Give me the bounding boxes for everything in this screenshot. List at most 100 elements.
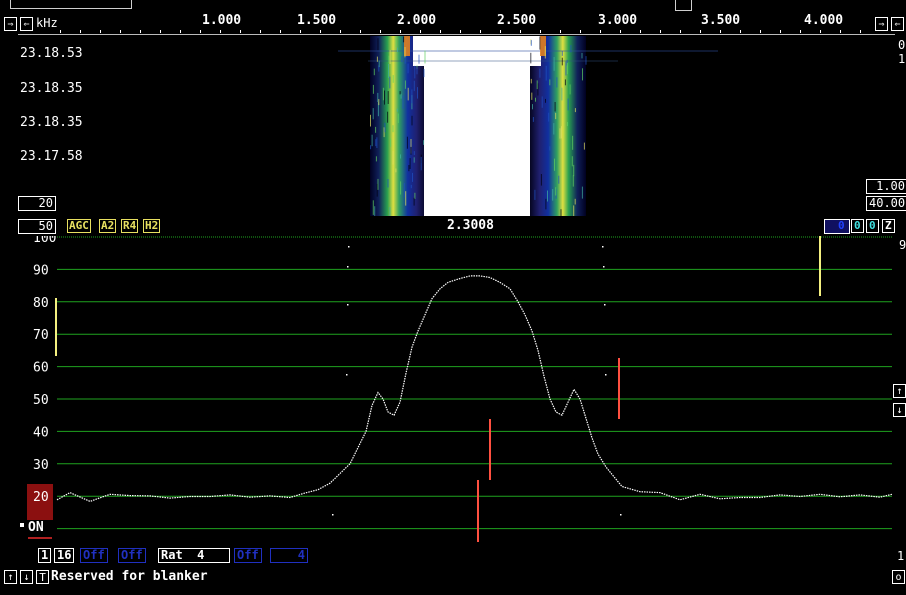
bottom-down-icon[interactable]: ↓ — [20, 570, 33, 584]
h2-flag[interactable]: H2 — [143, 219, 161, 233]
scale-tick-mark — [260, 30, 261, 33]
spectrum-plot[interactable]: 100 90 80 70 60 50 40 30 — [0, 236, 906, 546]
scroll-right-arrow-icon[interactable]: ⇒ — [4, 17, 17, 31]
status-box-value-3[interactable]: 0 — [866, 219, 879, 233]
scroll-left-arrow-icon-2[interactable]: ⇐ — [891, 17, 904, 31]
agc-flag[interactable]: AGC — [67, 219, 91, 233]
bottom-off-2[interactable]: Off — [118, 548, 146, 563]
r4-flag[interactable]: R4 — [121, 219, 139, 233]
waterfall-left-value[interactable]: 20 — [18, 196, 56, 211]
on-underline — [28, 537, 52, 539]
waterfall-gain-value[interactable]: 1.00 — [866, 179, 906, 194]
scale-tick-mark — [480, 30, 481, 33]
scale-tick-mark — [580, 30, 581, 33]
level-marker-value: 20 — [33, 490, 49, 505]
scale-tick-mark — [420, 30, 421, 33]
status-box-z[interactable]: Z — [882, 219, 895, 233]
scale-tick-mark — [80, 30, 81, 33]
scale-tick-mark — [160, 30, 161, 33]
waterfall-display[interactable] — [18, 36, 895, 216]
scale-tick-mark — [360, 30, 361, 33]
scale-tick-mark — [720, 30, 721, 33]
status-right-box[interactable] — [824, 219, 850, 234]
status-box-value-1: 0 — [838, 219, 845, 232]
bottom-off-3[interactable]: Off — [234, 548, 262, 563]
bottom-value-4[interactable]: 4 — [270, 548, 308, 563]
scale-tick-mark — [300, 30, 301, 33]
scale-tick-mark — [240, 30, 241, 33]
scroll-left-arrow-icon[interactable]: ⇐ — [20, 17, 33, 31]
status-bar — [18, 217, 895, 235]
status-box-value-2[interactable]: 0 — [851, 219, 864, 233]
scale-baseline — [18, 34, 895, 35]
scale-tick-label: 1.500 — [297, 13, 337, 28]
scale-tick-mark — [740, 30, 741, 33]
scale-tick-mark — [320, 30, 321, 33]
scroll-right-arrow-icon-2[interactable]: ⇒ — [875, 17, 888, 31]
scale-tick-mark — [340, 30, 341, 33]
scale-tick-mark — [120, 30, 121, 33]
scroll-down-icon[interactable]: ↓ — [893, 403, 906, 417]
scale-tick-mark — [820, 30, 821, 33]
scale-tick-mark — [540, 30, 541, 33]
scale-tick-mark — [200, 30, 201, 33]
scale-tick-mark — [840, 30, 841, 33]
scale-tick-label: 2.500 — [497, 13, 537, 28]
scale-tick-label: 3.500 — [701, 13, 741, 28]
scale-tick-mark — [660, 30, 661, 33]
right-edge-char-1: 0 — [898, 38, 906, 52]
y-axis-label: 60 — [33, 361, 49, 376]
bottom-box-16[interactable]: 16 — [54, 548, 75, 563]
scale-tick-mark — [760, 30, 761, 33]
scale-tick-mark — [380, 30, 381, 33]
y-axis-label: 50 — [33, 393, 49, 408]
bottom-off-1[interactable]: Off — [80, 548, 108, 563]
scale-tick-mark — [500, 30, 501, 33]
scale-tick-mark — [800, 30, 801, 33]
waterfall-range-value[interactable]: 40.00 — [866, 196, 906, 211]
status-left-value[interactable]: 50 — [18, 219, 56, 234]
y-axis-label: 80 — [33, 296, 49, 311]
scroll-up-icon[interactable]: ↑ — [893, 384, 906, 398]
on-label[interactable]: ON — [28, 520, 44, 535]
scale-tick-label: 2.000 — [397, 13, 437, 28]
spectrum-trace — [56, 275, 893, 503]
bottom-rat-box[interactable]: Rat 4 — [158, 548, 230, 563]
bottom-t-button[interactable]: T — [36, 570, 49, 584]
rat-label: Rat — [161, 548, 183, 562]
bottom-up-icon[interactable]: ↑ — [4, 570, 17, 584]
scale-tick-mark — [100, 30, 101, 33]
scale-tick-mark — [220, 30, 221, 33]
y-axis-label: 40 — [33, 425, 49, 440]
scale-tick-label: 1.000 — [202, 13, 242, 28]
center-frequency: 2.3008 — [447, 218, 494, 233]
scale-tick-mark — [700, 30, 701, 33]
frequency-scale[interactable]: 1.000 1.500 2.000 2.500 3.000 3.500 4.000 — [0, 0, 906, 36]
y-axis-label: 90 — [33, 263, 49, 278]
scale-unit-label: kHz — [36, 16, 58, 30]
scale-tick-label: 3.000 — [598, 13, 638, 28]
bottom-box-1[interactable]: 1 — [38, 548, 52, 563]
right-edge-char-2: 1 — [898, 52, 906, 66]
y-axis-label: 100 — [33, 236, 56, 246]
top-strip-handle[interactable] — [675, 0, 692, 11]
scale-tick-mark — [780, 30, 781, 33]
scale-tick-mark — [180, 30, 181, 33]
scale-tick-mark — [60, 30, 61, 33]
scale-tick-mark — [460, 30, 461, 33]
waterfall-graphic — [338, 36, 718, 216]
scale-tick-mark — [400, 30, 401, 33]
y-axis-label: 70 — [33, 328, 49, 343]
scale-tick-mark — [620, 30, 621, 33]
scale-tick-mark — [860, 30, 861, 33]
scale-tick-mark — [520, 30, 521, 33]
level-marker-box[interactable] — [27, 484, 53, 520]
scale-tick-mark — [280, 30, 281, 33]
status-message: Reserved for blanker — [51, 569, 208, 584]
scale-tick-mark — [560, 30, 561, 33]
top-strip-segment — [10, 0, 132, 9]
status-right-char: 9 — [899, 238, 906, 252]
a2-flag[interactable]: A2 — [99, 219, 117, 233]
bottom-right-box[interactable]: o — [892, 570, 905, 584]
scatter-dots — [332, 246, 622, 516]
